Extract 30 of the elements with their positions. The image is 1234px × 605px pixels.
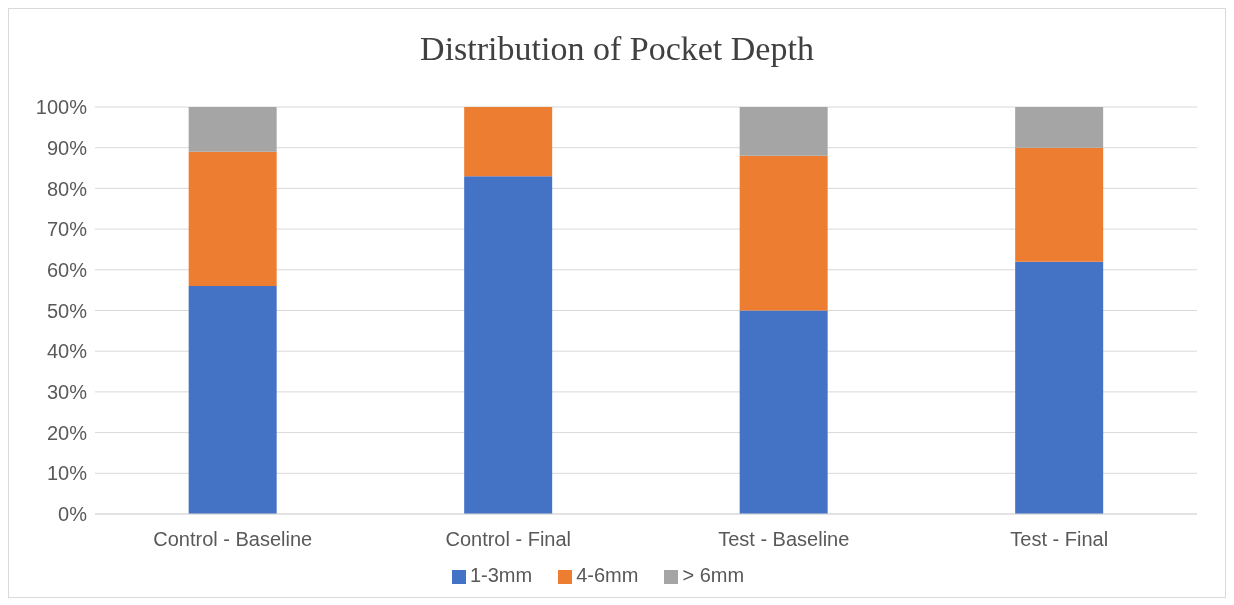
bar	[188, 151, 277, 287]
y-tick-label: 50%	[46, 299, 88, 322]
y-tick-label: 90%	[46, 136, 88, 159]
y-tick-label: 0%	[58, 503, 88, 526]
y-tick-label: 40%	[46, 340, 88, 363]
legend-label: 4-6mm	[576, 564, 639, 586]
bar	[739, 107, 828, 156]
bar	[464, 176, 553, 514]
bar	[739, 310, 828, 514]
y-tick-label: 20%	[46, 421, 88, 444]
y-tick-label: 80%	[46, 177, 88, 200]
bar	[188, 286, 277, 514]
bar	[188, 107, 277, 152]
bar	[739, 155, 828, 311]
x-tick-label: Control - Final	[445, 528, 572, 551]
y-tick-label: 70%	[46, 218, 88, 241]
x-tick-label: Control - Baseline	[153, 528, 313, 551]
x-tick-label: Test - Final	[1010, 528, 1109, 551]
bar	[1015, 147, 1104, 262]
bar	[464, 107, 553, 177]
y-tick-label: 60%	[46, 258, 88, 281]
y-tick-label: 10%	[46, 462, 88, 485]
y-tick-label: 100%	[35, 96, 88, 119]
legend-label: > 6mm	[682, 564, 745, 586]
bar	[1015, 107, 1104, 148]
y-tick-label: 30%	[46, 381, 88, 403]
legend-label: 1-3mm	[469, 564, 533, 586]
bar	[1015, 261, 1104, 514]
x-tick-label: Test - Baseline	[718, 528, 850, 551]
chart-title: Distribution of Pocket Depth	[419, 29, 815, 69]
